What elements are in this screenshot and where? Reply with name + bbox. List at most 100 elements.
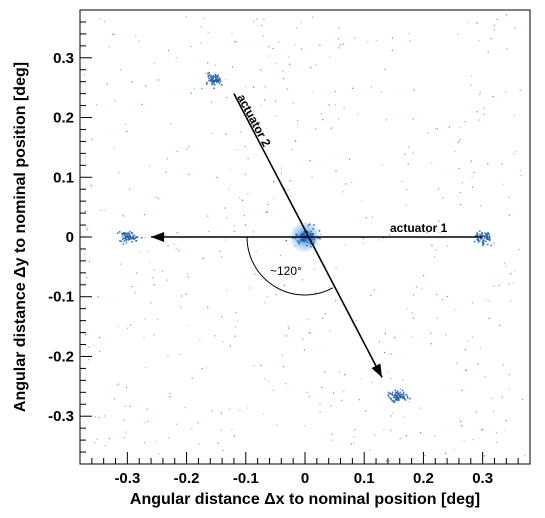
noise-point xyxy=(211,410,213,412)
noise-point xyxy=(464,349,466,351)
cluster-point xyxy=(213,87,215,90)
noise-point xyxy=(145,85,147,87)
noise-point xyxy=(405,435,407,437)
noise-point xyxy=(294,44,297,46)
noise-point xyxy=(234,41,236,43)
noise-point xyxy=(238,196,241,199)
cluster-point xyxy=(127,236,129,238)
cluster-point xyxy=(303,240,305,242)
noise-point xyxy=(95,104,98,106)
noise-point xyxy=(288,56,290,58)
noise-point xyxy=(233,230,235,232)
cluster-point xyxy=(393,399,395,402)
noise-point xyxy=(220,256,223,258)
noise-point xyxy=(180,306,182,308)
noise-point xyxy=(264,86,266,88)
cluster-point xyxy=(404,399,407,401)
noise-point xyxy=(226,289,228,291)
noise-point xyxy=(135,35,137,37)
noise-point xyxy=(229,168,231,170)
noise-point xyxy=(300,21,302,24)
noise-point xyxy=(167,245,169,247)
noise-point xyxy=(370,294,372,297)
noise-point xyxy=(412,152,414,154)
cluster-point xyxy=(488,239,491,242)
noise-point xyxy=(383,428,385,431)
cluster-point xyxy=(126,232,128,234)
noise-point xyxy=(459,139,461,141)
cluster-point xyxy=(129,230,131,233)
noise-point xyxy=(191,428,193,430)
cluster-point xyxy=(395,395,397,398)
noise-point xyxy=(168,49,170,52)
noise-point xyxy=(388,234,391,236)
noise-point xyxy=(175,57,177,59)
cluster-point xyxy=(409,397,411,400)
noise-point xyxy=(84,210,86,212)
noise-point xyxy=(487,51,489,53)
cluster-point xyxy=(303,234,306,237)
noise-point xyxy=(287,266,289,268)
noise-point xyxy=(490,38,492,40)
noise-point xyxy=(229,408,231,410)
noise-point xyxy=(322,317,324,319)
noise-point xyxy=(243,215,245,217)
noise-point xyxy=(329,330,331,332)
noise-point xyxy=(274,100,276,102)
noise-points xyxy=(83,14,526,462)
noise-point xyxy=(187,324,189,326)
cluster-point xyxy=(213,80,216,83)
noise-point xyxy=(475,411,478,413)
noise-point xyxy=(510,300,512,302)
noise-point xyxy=(488,300,490,302)
noise-point xyxy=(384,332,386,335)
cluster-point xyxy=(308,239,310,241)
noise-point xyxy=(335,300,337,302)
noise-point xyxy=(297,124,299,126)
noise-point xyxy=(390,429,392,431)
noise-point xyxy=(353,442,355,444)
cluster-point xyxy=(484,232,486,235)
cluster-point xyxy=(129,236,132,239)
cluster-point xyxy=(301,233,303,235)
noise-point xyxy=(200,42,202,44)
noise-point xyxy=(207,62,209,64)
noise-point xyxy=(369,449,371,452)
noise-point xyxy=(391,37,394,39)
noise-point xyxy=(294,140,297,142)
cluster-point xyxy=(303,239,305,241)
cluster-point xyxy=(221,84,223,86)
noise-point xyxy=(390,415,392,417)
noise-point xyxy=(350,181,353,183)
noise-point xyxy=(242,199,244,201)
noise-point xyxy=(409,40,411,42)
cluster-point xyxy=(406,397,409,399)
noise-point xyxy=(492,410,495,412)
cluster-point xyxy=(394,398,397,401)
noise-point xyxy=(260,104,262,106)
y-axis-title: Angular distance Δy to nominal position … xyxy=(12,62,29,412)
noise-point xyxy=(502,183,504,185)
cluster-point xyxy=(214,74,217,77)
cluster-point xyxy=(304,237,306,239)
noise-point xyxy=(165,171,167,173)
cluster-point xyxy=(402,393,405,396)
noise-point xyxy=(335,267,337,269)
noise-point xyxy=(350,443,352,445)
noise-point xyxy=(301,48,303,50)
noise-point xyxy=(185,293,187,295)
cluster-point xyxy=(128,234,131,237)
cluster-point xyxy=(216,81,218,84)
noise-point xyxy=(266,295,269,297)
noise-point xyxy=(456,362,458,364)
noise-point xyxy=(502,364,504,366)
noise-point xyxy=(303,349,305,351)
noise-point xyxy=(275,63,277,65)
noise-point xyxy=(483,113,485,115)
noise-point xyxy=(144,422,146,424)
noise-point xyxy=(152,277,154,279)
noise-point xyxy=(99,209,102,211)
noise-point xyxy=(434,435,436,437)
cluster-point xyxy=(395,392,398,394)
cluster-point xyxy=(405,393,407,396)
